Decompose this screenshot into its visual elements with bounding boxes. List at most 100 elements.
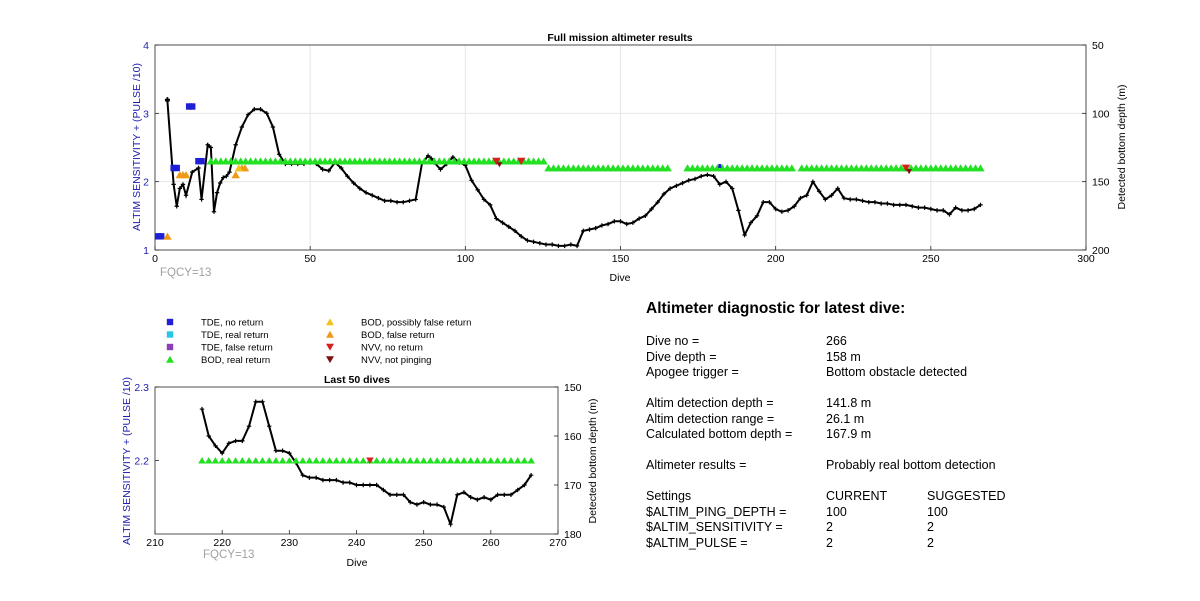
bottom-depth-point <box>413 197 418 202</box>
y-right-tick-label: 100 <box>1092 108 1110 120</box>
bottom-depth-point <box>270 124 276 130</box>
legend-swatch <box>326 356 334 364</box>
bottom-depth-point <box>661 191 667 197</box>
bottom-depth-point <box>450 154 456 160</box>
bod-real-return-marker <box>527 457 535 464</box>
bottom-depth-point <box>916 205 921 210</box>
results-value: Probably real bottom detection <box>826 458 996 472</box>
bottom-depth-point <box>347 480 352 485</box>
bottom-depth-point <box>219 450 225 456</box>
bottom-depth-point <box>206 433 211 439</box>
bottom-depth-point <box>723 179 729 184</box>
bottom-depth-point <box>408 499 413 505</box>
bottom-depth-point <box>208 145 214 150</box>
bottom-depth-point <box>742 232 747 238</box>
bottom-depth-point <box>878 201 884 206</box>
x-tick-label: 150 <box>612 253 630 265</box>
tde-no-return-marker <box>189 103 196 110</box>
bod-real-return-marker <box>238 457 247 464</box>
bottom-depth-point <box>387 492 393 497</box>
legend-swatch <box>166 355 174 363</box>
bottom-depth-point <box>643 213 648 219</box>
bottom-depth-point <box>407 198 412 203</box>
x-tick-label: 250 <box>922 253 940 265</box>
bod-real-return-marker <box>305 457 314 464</box>
setting-suggested: 2 <box>927 535 934 550</box>
bottom-depth-point <box>177 186 183 191</box>
bod-real-return-marker <box>285 457 294 464</box>
diagnostic-panel: Altimeter diagnostic for latest dive: Di… <box>646 300 1166 551</box>
bod-real-return-marker <box>406 457 415 464</box>
bod-real-return-marker <box>251 457 260 464</box>
bottom-depth-point <box>357 186 363 191</box>
bottom-depth-point <box>512 228 518 234</box>
tde-marker-small <box>718 164 722 168</box>
bottom-depth-point <box>253 399 258 404</box>
dive-depth-value: 158 m <box>826 349 861 364</box>
bod-real-return-marker <box>225 457 233 464</box>
y-left-tick-label: 2.3 <box>134 382 149 394</box>
setting-suggested: 100 <box>927 504 948 519</box>
bod-real-return-marker <box>272 457 280 464</box>
x-tick-label: 270 <box>549 537 567 549</box>
bod-real-return-marker <box>345 457 354 464</box>
bod-real-return-marker <box>265 457 273 464</box>
bottom-depth-point <box>351 180 356 186</box>
bottom-depth-point <box>508 492 514 497</box>
detection-range-label: Altim detection range = <box>646 411 775 426</box>
x-tick-label: 0 <box>152 253 158 265</box>
bottom-depth-point <box>612 219 617 224</box>
bod-real-return-marker <box>507 457 515 464</box>
bottom-depth-point <box>224 174 229 179</box>
bottom-depth-point <box>717 182 723 187</box>
bottom-depth-point <box>810 179 816 184</box>
bottom-depth-point <box>394 199 400 205</box>
bottom-depth-point <box>698 174 704 179</box>
bottom-depth-point <box>495 492 500 497</box>
bottom-depth-point <box>829 193 834 198</box>
legend-label: BOD, real return <box>201 355 270 366</box>
bod-real-return-marker <box>513 457 522 464</box>
bod-real-return-marker <box>413 457 421 464</box>
bottom-depth-point <box>183 193 189 198</box>
bottom-depth-point <box>327 477 332 483</box>
legend-label: NVV, no return <box>361 343 423 354</box>
bottom-depth-point <box>543 242 549 247</box>
bottom-depth-point <box>276 152 282 157</box>
bottom-depth-point <box>922 205 927 210</box>
bottom-depth-point <box>487 202 493 208</box>
bottom-depth-point <box>574 243 580 249</box>
bottom-depth-point <box>239 124 245 130</box>
bottom-depth-point <box>705 172 710 178</box>
bottom-depth-point <box>461 490 467 495</box>
bottom-depth-point <box>692 176 698 182</box>
bottom-depth-point <box>618 219 623 224</box>
bottom-depth-point <box>525 238 530 243</box>
legend-swatch <box>326 318 334 326</box>
bod-real-return-marker <box>493 457 502 464</box>
bottom-depth-point <box>401 492 406 497</box>
bottom-depth-point <box>550 242 555 247</box>
bottom-depth-point <box>556 243 561 249</box>
bottom-depth-point <box>636 216 642 221</box>
bod-real-return-marker <box>539 157 548 165</box>
bottom-depth-point <box>748 220 754 225</box>
bottom-depth-point <box>252 107 257 112</box>
bottom-depth-point <box>260 399 265 404</box>
legend-label: BOD, false return <box>361 330 434 341</box>
bottom-depth-point <box>226 441 232 446</box>
dive-no-value: 266 <box>826 334 847 348</box>
detection-range-value: 26.1 m <box>826 411 865 426</box>
setting-name: $ALTIM_SENSITIVITY = <box>646 520 783 534</box>
bottom-depth-point <box>730 186 735 191</box>
bottom-depth-point <box>448 522 453 527</box>
bottom-depth-point <box>213 443 218 448</box>
bottom-depth-point <box>361 482 366 488</box>
bottom-depth-point <box>425 153 431 158</box>
dive-no-row: Dive no = 266 <box>646 334 1166 350</box>
current-header: CURRENT <box>826 489 888 503</box>
bottom-depth-point <box>910 204 915 209</box>
bottom-depth-point <box>581 228 586 234</box>
bod-real-return-marker <box>453 457 462 464</box>
